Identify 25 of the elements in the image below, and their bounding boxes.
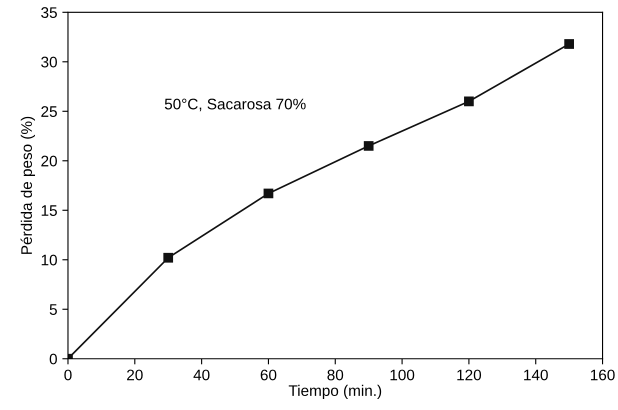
x-tick-label: 0 [64,370,72,380]
x-tick-label: 140 [524,370,548,380]
x-axis-title: Tiempo (min.) [288,384,382,400]
x-tick-label: 80 [327,370,344,380]
y-tick-label: 25 [41,106,57,117]
x-tick-label: 20 [127,370,143,380]
y-tick-label: 5 [50,304,57,315]
annotation: 50°C, Sacarosa 70% [164,98,306,112]
x-tick-label: 100 [390,370,414,380]
point [564,39,574,49]
point [464,96,474,106]
x-tick-label: 160 [590,370,615,380]
point [364,141,374,151]
x-tick-label: 60 [260,370,276,380]
point [163,252,174,263]
point [264,188,274,198]
y-tick-label: 15 [42,205,57,216]
y-tick-label: 20 [41,156,57,166]
y-tick-label: 0 [50,354,57,364]
y-tick-label: 35 [41,7,57,18]
y-axis-title: Pérdida de peso (%) [20,116,36,254]
y-tick-label: 10 [42,254,57,266]
x-tick-label: 40 [193,370,210,380]
x-tick-label: 120 [457,370,482,380]
y-tick-label: 30 [41,56,57,68]
